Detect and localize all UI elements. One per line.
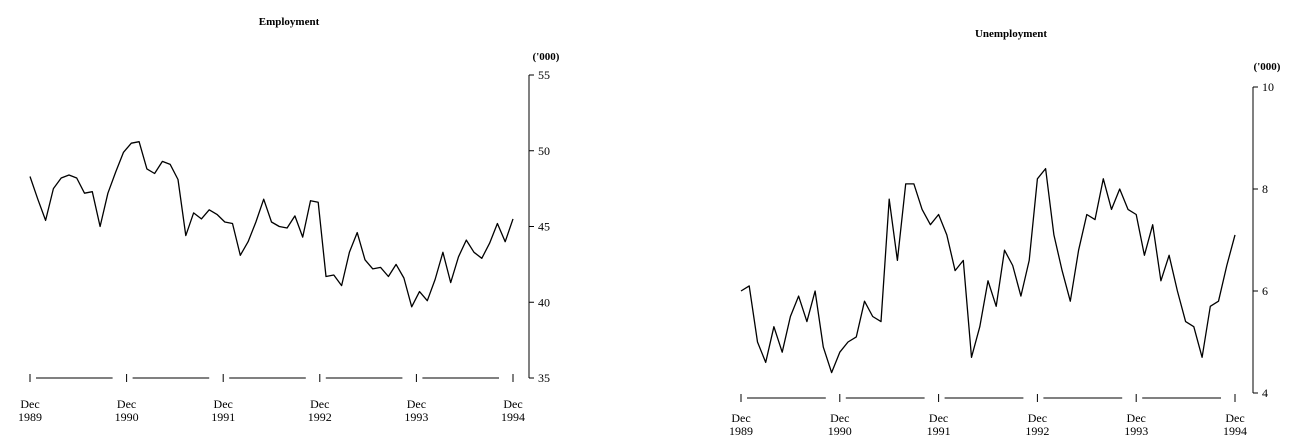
employment-chart: Employment ('000) 3540455055Dec1989Dec19… — [18, 16, 560, 424]
employment-y-tick-label: 45 — [538, 220, 550, 234]
employment-x-tick-year: 1989 — [18, 410, 42, 424]
unemployment-x-tick-month: Dec — [830, 411, 849, 425]
employment-x-tick-year: 1993 — [404, 410, 428, 424]
employment-x-tick-month: Dec — [20, 397, 39, 411]
unemployment-x-tick-month: Dec — [1225, 411, 1244, 425]
employment-series-line — [29, 141, 514, 308]
employment-y-tick-label: 50 — [538, 144, 550, 158]
employment-x-tick-year: 1994 — [501, 410, 525, 424]
unemployment-x-tick-year: 1989 — [729, 424, 753, 438]
employment-x-tick-month: Dec — [117, 397, 136, 411]
employment-title: Employment — [259, 16, 320, 28]
employment-x-tick-year: 1992 — [308, 410, 332, 424]
unemployment-title: Unemployment — [975, 28, 1047, 40]
employment-x-tick-month: Dec — [407, 397, 426, 411]
employment-y-tick-label: 40 — [538, 295, 550, 309]
unemployment-series-line — [740, 167, 1236, 374]
unemployment-x-tick-year: 1992 — [1025, 424, 1049, 438]
employment-y-tick-label: 55 — [538, 68, 550, 82]
employment-x-tick-month: Dec — [214, 397, 233, 411]
unemployment-y-tick-label: 8 — [1262, 182, 1268, 196]
unemployment-x-tick-month: Dec — [1028, 411, 1047, 425]
unemployment-chart: Unemployment ('000) 46810Dec1989Dec1990D… — [729, 28, 1281, 438]
employment-x-tick-month: Dec — [310, 397, 329, 411]
unemployment-x-tick-year: 1990 — [828, 424, 852, 438]
unemployment-y-tick-label: 10 — [1262, 80, 1274, 94]
employment-y-tick-label: 35 — [538, 371, 550, 385]
unemployment-unit-label: ('000) — [1254, 61, 1281, 73]
unemployment-x-tick-month: Dec — [929, 411, 948, 425]
unemployment-x-tick-month: Dec — [1127, 411, 1146, 425]
unemployment-y-tick-label: 4 — [1262, 386, 1268, 400]
employment-x-tick-year: 1990 — [115, 410, 139, 424]
employment-unit-label: ('000) — [533, 51, 560, 63]
unemployment-y-tick-label: 6 — [1262, 284, 1268, 298]
employment-x-tick-year: 1991 — [211, 410, 235, 424]
employment-x-tick-month: Dec — [503, 397, 522, 411]
unemployment-x-tick-year: 1993 — [1124, 424, 1148, 438]
unemployment-x-tick-year: 1991 — [927, 424, 951, 438]
unemployment-x-tick-year: 1994 — [1223, 424, 1247, 438]
unemployment-x-tick-month: Dec — [731, 411, 750, 425]
